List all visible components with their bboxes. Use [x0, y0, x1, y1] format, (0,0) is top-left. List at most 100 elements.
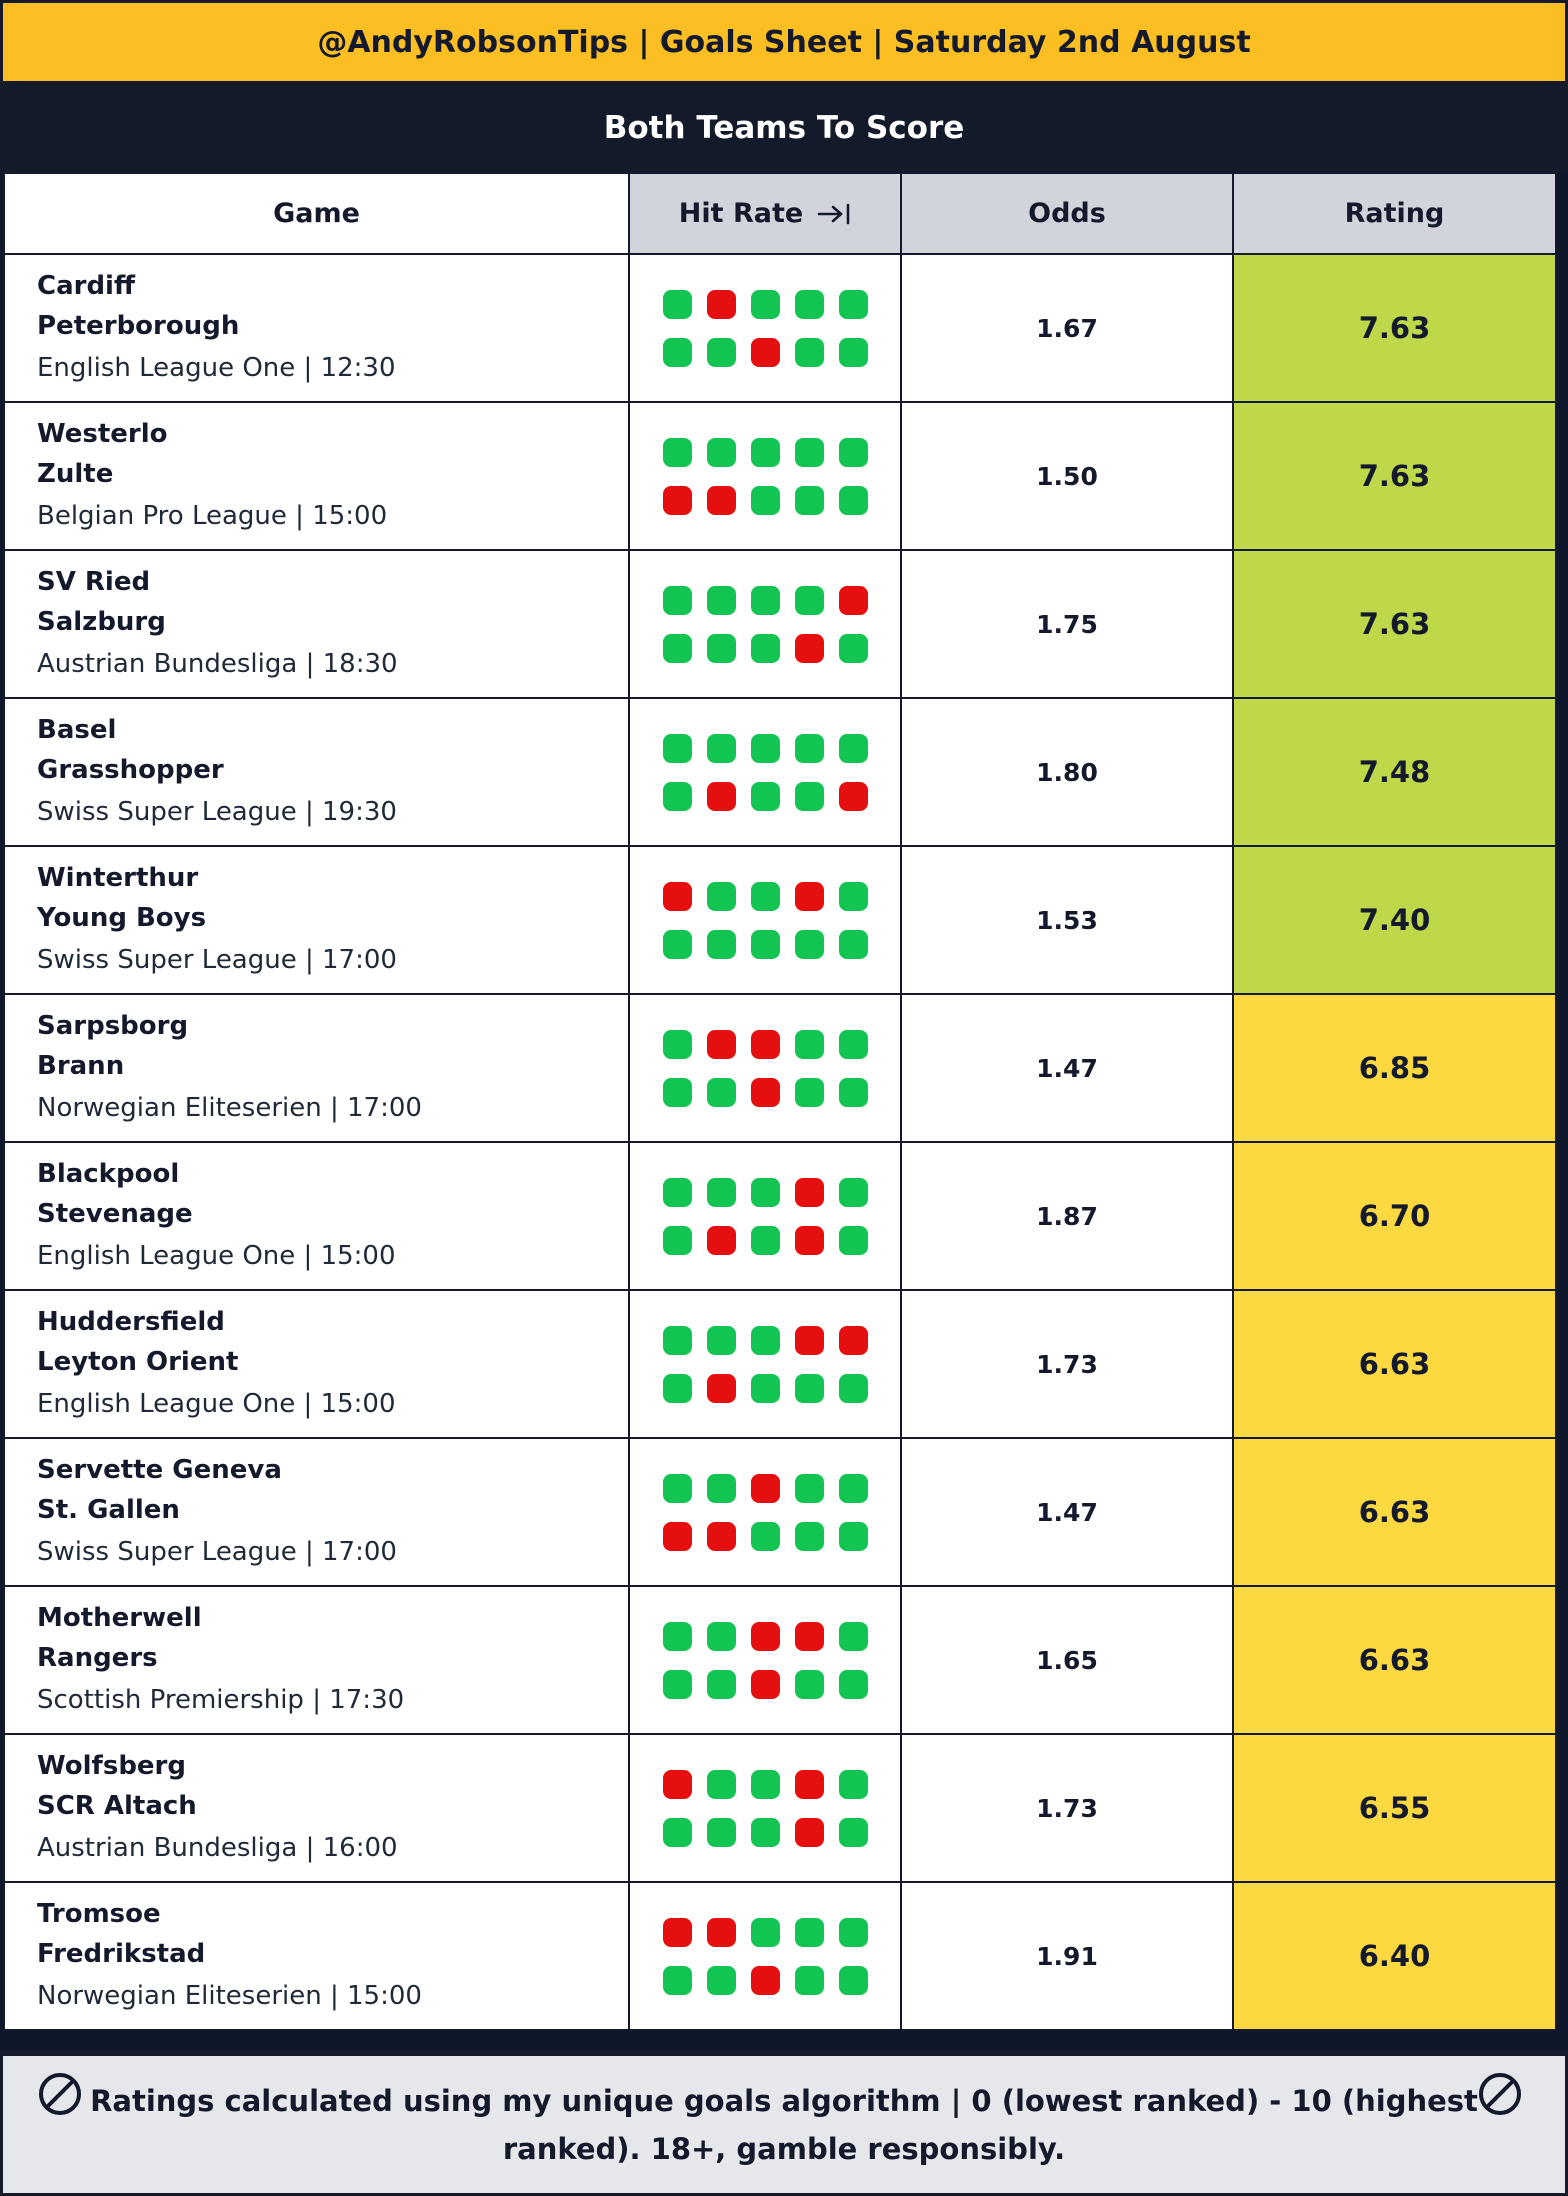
hit-rate-cell: [628, 401, 902, 551]
rating-value: 6.63: [1232, 1437, 1557, 1587]
column-header-hit-rate[interactable]: Hit Rate: [628, 172, 902, 255]
hit-rate-dots: [662, 1029, 868, 1107]
rating-value: 6.85: [1232, 993, 1557, 1143]
home-team: Blackpool: [37, 1159, 180, 1189]
game-cell: Westerlo Zulte Belgian Pro League | 15:00: [3, 401, 630, 551]
hit-dot: [838, 1965, 868, 1995]
hit-rate-dots: [662, 289, 868, 367]
footer-text: Ratings calculated using my unique goals…: [90, 2083, 1478, 2166]
miss-dot: [706, 1029, 736, 1059]
column-header-rating[interactable]: Rating: [1232, 172, 1557, 255]
table-row[interactable]: Tromsoe Fredrikstad Norwegian Eliteserien …: [3, 1881, 1557, 2031]
miss-dot: [750, 1965, 780, 1995]
hit-dot: [794, 585, 824, 615]
miss-dot: [794, 633, 824, 663]
table-row[interactable]: Servette Geneva St. Gallen Swiss Super Lea…: [3, 1437, 1557, 1587]
away-team: Brann: [37, 1051, 125, 1081]
rating-value: 7.48: [1232, 697, 1557, 847]
hit-rate-dots: [662, 1621, 868, 1699]
18-plus-icon: [1479, 2073, 1521, 2115]
hit-dot: [706, 1669, 736, 1699]
hit-rate-cell: [628, 1733, 902, 1883]
league-time: Norwegian Eliteserien | 15:00: [37, 1981, 422, 2011]
hit-rate-dots: [662, 437, 868, 515]
home-team: SV Ried: [37, 567, 151, 597]
table-row[interactable]: Winterthur Young Boys Swiss Super League |…: [3, 845, 1557, 995]
hit-dot: [794, 1965, 824, 1995]
miss-dot: [706, 1521, 736, 1551]
rating-value: 6.55: [1232, 1733, 1557, 1883]
away-team: Young Boys: [37, 903, 207, 933]
hit-dot: [750, 485, 780, 515]
hit-dot: [706, 585, 736, 615]
table-row[interactable]: Huddersfield Leyton Orient English League …: [3, 1289, 1557, 1439]
rating-value: 7.40: [1232, 845, 1557, 995]
hit-rate-cell: [628, 549, 902, 699]
column-header-odds[interactable]: Odds: [900, 172, 1234, 255]
odds-value: 1.87: [900, 1141, 1234, 1291]
game-cell: Motherwell Rangers Scottish Premiership | …: [3, 1585, 630, 1735]
hit-dot: [838, 337, 868, 367]
hit-dot: [662, 633, 692, 663]
hit-dot: [662, 1225, 692, 1255]
hit-rate-cell: [628, 1585, 902, 1735]
table-row[interactable]: Sarpsborg Brann Norwegian Eliteserien | 17…: [3, 993, 1557, 1143]
away-team: Grasshopper: [37, 755, 224, 785]
away-team: Stevenage: [37, 1199, 193, 1229]
away-team: Leyton Orient: [37, 1347, 239, 1377]
hit-dot: [794, 781, 824, 811]
league-time: Swiss Super League | 17:00: [37, 1537, 397, 1567]
miss-dot: [706, 1917, 736, 1947]
miss-dot: [794, 1177, 824, 1207]
hit-dot: [838, 1817, 868, 1847]
hit-dot: [750, 1225, 780, 1255]
miss-dot: [794, 1817, 824, 1847]
hit-rate-cell: [628, 697, 902, 847]
hit-dot: [662, 781, 692, 811]
hit-dot: [662, 1325, 692, 1355]
hit-dot: [662, 337, 692, 367]
hit-dot: [750, 1917, 780, 1947]
hit-dot: [794, 929, 824, 959]
hit-dot: [794, 1669, 824, 1699]
hit-dot: [838, 633, 868, 663]
sheet-title: @AndyRobsonTips | Goals Sheet | Saturday…: [0, 0, 1568, 84]
odds-value: 1.50: [900, 401, 1234, 551]
hit-dot: [750, 633, 780, 663]
table-row[interactable]: Basel Grasshopper Swiss Super League | 19:…: [3, 697, 1557, 847]
table-row[interactable]: Blackpool Stevenage English League One | 1…: [3, 1141, 1557, 1291]
odds-value: 1.73: [900, 1289, 1234, 1439]
table-row[interactable]: Wolfsberg SCR Altach Austrian Bundesliga |…: [3, 1733, 1557, 1883]
hit-dot: [662, 1621, 692, 1651]
miss-dot: [706, 1373, 736, 1403]
hit-dot: [838, 1769, 868, 1799]
hit-dot: [838, 733, 868, 763]
odds-value: 1.91: [900, 1881, 1234, 2031]
hit-rate-cell: [628, 993, 902, 1143]
table-row[interactable]: Westerlo Zulte Belgian Pro League | 15:00 1…: [3, 401, 1557, 551]
table-row[interactable]: Cardiff Peterborough English League One | …: [3, 253, 1557, 403]
hit-dot: [750, 585, 780, 615]
game-cell: Blackpool Stevenage English League One | 1…: [3, 1141, 630, 1291]
column-header-game[interactable]: Game: [3, 172, 630, 255]
miss-dot: [838, 1325, 868, 1355]
table-row[interactable]: SV Ried Salzburg Austrian Bundesliga | 18:…: [3, 549, 1557, 699]
odds-value: 1.47: [900, 1437, 1234, 1587]
hit-dot: [662, 1077, 692, 1107]
hit-dot: [706, 881, 736, 911]
arrow-right-to-bar-icon: [817, 203, 850, 224]
hit-rate-cell: [628, 1881, 902, 2031]
hit-dot: [838, 1177, 868, 1207]
miss-dot: [794, 1325, 824, 1355]
miss-dot: [750, 1669, 780, 1699]
game-cell: Tromsoe Fredrikstad Norwegian Eliteserien …: [3, 1881, 630, 2031]
hit-dot: [750, 733, 780, 763]
hit-dot: [706, 1621, 736, 1651]
home-team: Motherwell: [37, 1603, 202, 1633]
hit-rate-dots: [662, 585, 868, 663]
table-row[interactable]: Motherwell Rangers Scottish Premiership | …: [3, 1585, 1557, 1735]
hit-rate-dots: [662, 1325, 868, 1403]
away-team: Zulte: [37, 459, 114, 489]
hit-dot: [706, 437, 736, 467]
